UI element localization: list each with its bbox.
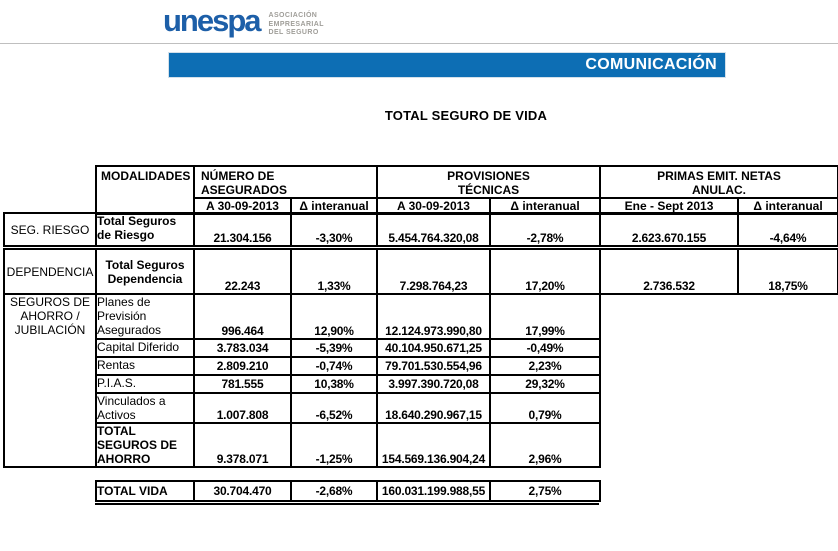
planes-provisiones-interanual: 17,99% xyxy=(489,293,601,340)
total-ahorro-provisiones-interanual: 2,96% xyxy=(489,422,601,468)
label-pias: P.I.A.S. xyxy=(95,374,195,394)
pias-numero: 781.555 xyxy=(193,374,292,394)
dependencia-primas-interanual: 18,75% xyxy=(737,248,838,295)
modalidad-total-seguros-riesgo: Total Seguros de Riesgo xyxy=(95,212,195,247)
section-seguros-ahorro: SEGUROS DE AHORRO / JUBILACIÓN Planes de… xyxy=(3,293,601,468)
rentas-provisiones-interanual: 2,23% xyxy=(489,356,601,376)
pias-provisiones: 3.997.390.720,08 xyxy=(376,374,491,394)
category-dependencia: DEPENDENCIA xyxy=(3,248,97,295)
modalidad-total-seguros-dependencia: Total Seguros Dependencia xyxy=(95,248,195,295)
riesgo-provisiones-interanual: -2,78% xyxy=(489,212,601,247)
rentas-provisiones: 79.701.530.554,96 xyxy=(376,356,491,376)
label-total-vida: TOTAL VIDA xyxy=(95,480,195,502)
category-seguros-ahorro: SEGUROS DE AHORRO / JUBILACIÓN xyxy=(3,293,97,468)
vinculados-provisiones: 18.640.290.967,15 xyxy=(376,392,491,424)
pias-provisiones-interanual: 29,32% xyxy=(489,374,601,394)
planes-numero: 996.464 xyxy=(193,293,292,340)
row-dependencia: DEPENDENCIA Total Seguros Dependencia 22… xyxy=(3,248,838,295)
subheader-primas-periodo: Ene - Sept 2013 xyxy=(599,197,740,215)
dependencia-primas: 2.736.532 xyxy=(599,248,739,295)
row-total-vida: TOTAL VIDA 30.704.470 -2,68% 160.031.199… xyxy=(95,480,601,502)
header-group-provisiones-tecnicas: PROVISIONES TÉCNICAS xyxy=(376,165,602,199)
capital-provisiones-interanual: -0,49% xyxy=(489,338,601,358)
capital-numero-interanual: -5,39% xyxy=(290,338,378,358)
total-vida-provisiones: 160.031.199.988,55 xyxy=(376,480,491,502)
label-vinculados-activos: Vinculados a Activos xyxy=(95,392,195,424)
planes-numero-interanual: 12,90% xyxy=(290,293,378,340)
category-seg-riesgo: SEG. RIESGO xyxy=(3,212,97,247)
dependencia-numero-asegurados: 22.243 xyxy=(193,248,292,295)
total-vida-numero-interanual: -2,68% xyxy=(290,480,378,502)
riesgo-numero-interanual: -3,30% xyxy=(290,212,378,247)
rentas-numero-interanual: -0,74% xyxy=(290,356,378,376)
riesgo-primas-interanual: -4,64% xyxy=(737,212,838,247)
table-header: MODALIDADES NÚMERO DE ASEGURADOS PROVISI… xyxy=(95,165,838,215)
capital-numero: 3.783.034 xyxy=(193,338,292,358)
planes-provisiones: 12.124.973.990,80 xyxy=(376,293,491,340)
comunicacion-banner-label: COMUNICACIÓN xyxy=(585,56,717,73)
total-vida-underline xyxy=(95,503,599,505)
dependencia-numero-interanual: 1,33% xyxy=(290,248,378,295)
total-vida-provisiones-interanual: 2,75% xyxy=(489,480,601,502)
unespa-logo-text: unespa xyxy=(163,3,262,38)
dependencia-provisiones: 7.298.764,23 xyxy=(376,248,491,295)
row-seg-riesgo: SEG. RIESGO Total Seguros de Riesgo 21.3… xyxy=(3,212,838,247)
page-title: TOTAL SEGURO DE VIDA xyxy=(384,108,548,123)
capital-provisiones: 40.104.950.671,25 xyxy=(376,338,491,358)
header-group-primas-emit-netas: PRIMAS EMIT. NETAS ANULAC. xyxy=(599,165,838,199)
vinculados-numero-interanual: -6,52% xyxy=(290,392,378,424)
header-divider xyxy=(0,43,838,44)
rentas-numero: 2.809.210 xyxy=(193,356,292,376)
label-total-seguros-ahorro: TOTAL SEGUROS DE AHORRO xyxy=(95,422,195,468)
total-ahorro-numero-interanual: -1,25% xyxy=(290,422,378,468)
riesgo-numero-asegurados: 21.304.156 xyxy=(193,212,292,247)
label-planes-prevision: Planes de Previsión Asegurados xyxy=(95,293,195,340)
unespa-logo: unespa ASOCIACIÓN EMPRESARIAL DEL SEGURO xyxy=(163,5,324,38)
total-vida-numero: 30.704.470 xyxy=(193,480,292,502)
comunicacion-banner: COMUNICACIÓN xyxy=(168,52,726,78)
vinculados-provisiones-interanual: 0,79% xyxy=(489,392,601,424)
pias-numero-interanual: 10,38% xyxy=(290,374,378,394)
vinculados-numero: 1.007.808 xyxy=(193,392,292,424)
header-modalidades: MODALIDADES xyxy=(95,165,195,215)
label-capital-diferido: Capital Diferido xyxy=(95,338,195,358)
total-ahorro-provisiones: 154.569.136.904,24 xyxy=(376,422,491,468)
riesgo-provisiones: 5.454.764.320,08 xyxy=(376,212,491,247)
header-group-numero-asegurados: NÚMERO DE ASEGURADOS xyxy=(192,165,379,199)
total-ahorro-numero: 9.378.071 xyxy=(193,422,292,468)
label-rentas: Rentas xyxy=(95,356,195,376)
riesgo-primas: 2.623.670.155 xyxy=(599,212,739,247)
dependencia-provisiones-interanual: 17,20% xyxy=(489,248,601,295)
unespa-logo-tagline: ASOCIACIÓN EMPRESARIAL DEL SEGURO xyxy=(268,12,324,36)
